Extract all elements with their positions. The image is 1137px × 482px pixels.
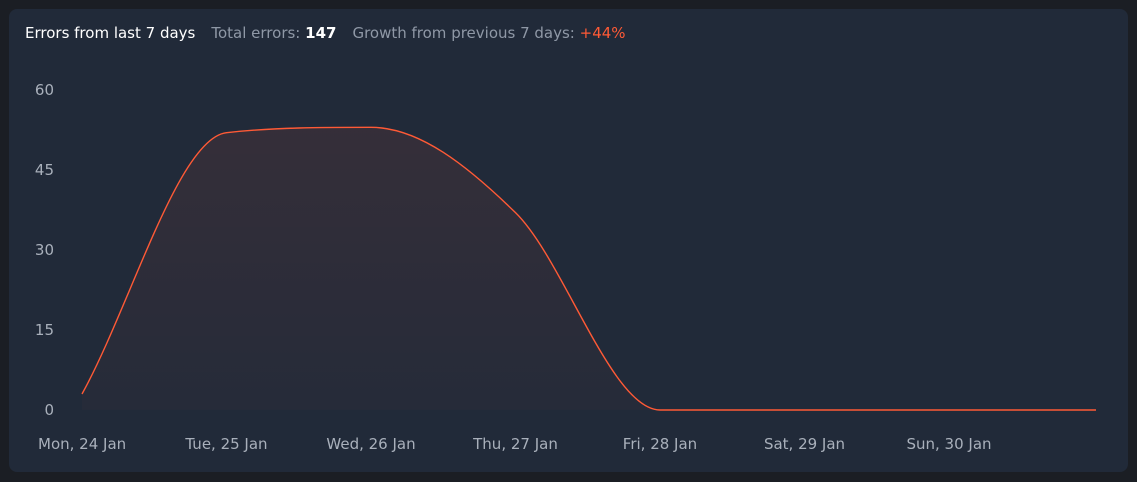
x-tick-label: Sat, 29 Jan (764, 435, 845, 453)
y-tick-label: 30 (35, 241, 54, 259)
x-tick-label: Wed, 26 Jan (326, 435, 415, 453)
y-axis: 0 15 30 45 60 (35, 81, 54, 419)
y-tick-label: 45 (35, 161, 54, 179)
x-tick-label: Thu, 27 Jan (472, 435, 558, 453)
x-tick-label: Sun, 30 Jan (906, 435, 991, 453)
y-tick-label: 15 (35, 321, 54, 339)
y-tick-label: 0 (44, 401, 54, 419)
x-tick-label: Fri, 28 Jan (623, 435, 697, 453)
x-axis: Mon, 24 Jan Tue, 25 Jan Wed, 26 Jan Thu, 27… (38, 435, 992, 453)
x-tick-label: Mon, 24 Jan (38, 435, 126, 453)
plot-area (79, 124, 1096, 413)
error-area-fill (82, 127, 1096, 410)
x-tick-label: Tue, 25 Jan (184, 435, 267, 453)
y-tick-label: 60 (35, 81, 54, 99)
